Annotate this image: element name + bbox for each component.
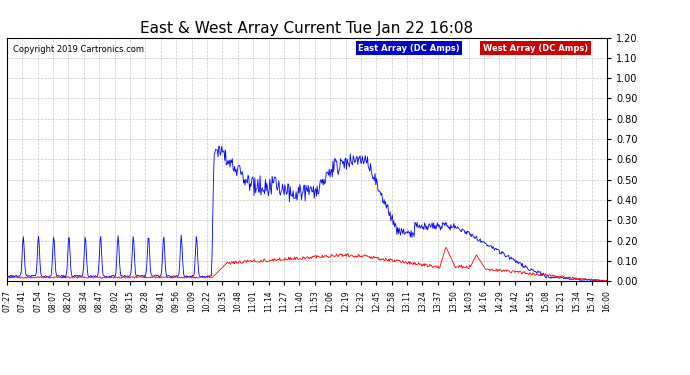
Text: Copyright 2019 Cartronics.com: Copyright 2019 Cartronics.com xyxy=(13,45,144,54)
Text: West Array (DC Amps): West Array (DC Amps) xyxy=(483,44,588,52)
Text: East Array (DC Amps): East Array (DC Amps) xyxy=(358,44,460,52)
Title: East & West Array Current Tue Jan 22 16:08: East & West Array Current Tue Jan 22 16:… xyxy=(141,21,473,36)
